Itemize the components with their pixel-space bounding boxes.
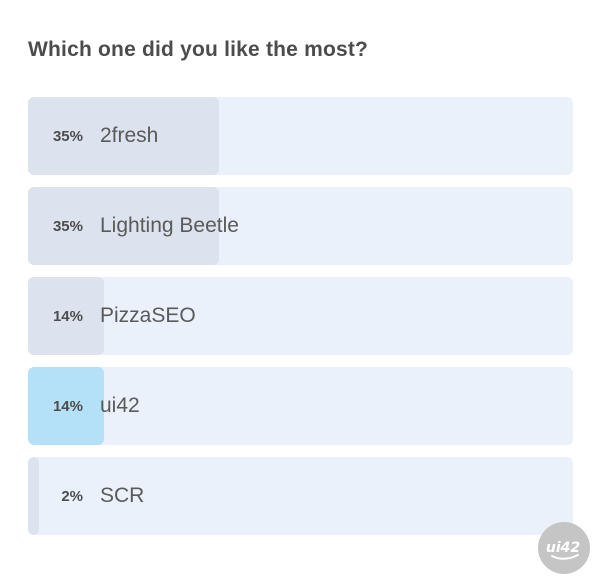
poll-option-row[interactable]: 35% Lighting Beetle [28, 187, 573, 265]
option-label: 2fresh [100, 124, 159, 147]
option-percent: 14% [52, 307, 83, 325]
poll-option-row[interactable]: 14% PizzaSEO [28, 277, 573, 355]
result-bar-fill [28, 187, 219, 265]
option-percent: 35% [52, 127, 83, 145]
option-percent: 2% [61, 487, 83, 505]
ui42-logo-text: ui42 [546, 540, 580, 556]
option-label: ui42 [100, 394, 140, 417]
option-percent: 14% [52, 397, 83, 415]
poll-question: Which one did you like the most? [28, 38, 369, 61]
poll-option-row[interactable]: 14% ui42 [28, 367, 573, 445]
ui42-logo[interactable]: ui42 [538, 522, 590, 574]
option-label: Lighting Beetle [100, 214, 239, 237]
result-bar-fill [28, 277, 105, 355]
option-label: PizzaSEO [100, 304, 196, 327]
result-bar-fill [28, 457, 39, 535]
poll-results: 35% 2fresh 35% Lighting Beetle 14% Pizza… [28, 97, 573, 547]
option-label: SCR [100, 484, 145, 507]
poll-option-row[interactable]: 2% SCR [28, 457, 573, 535]
poll-option-row[interactable]: 35% 2fresh [28, 97, 573, 175]
option-percent: 35% [52, 217, 83, 235]
result-bar-fill [28, 97, 219, 175]
result-bar-fill [28, 367, 105, 445]
ui42-logo-circle [538, 522, 590, 574]
ui42-logo-underline [551, 554, 579, 560]
